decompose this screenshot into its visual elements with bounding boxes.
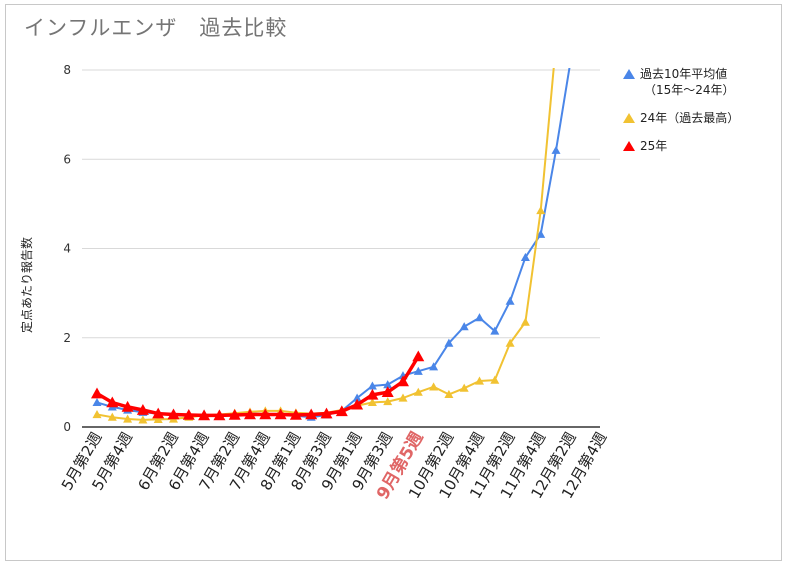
series-2-point	[91, 387, 103, 399]
legend-marker-25	[623, 141, 635, 151]
y-tick-label: 2	[63, 331, 71, 345]
series-2-point	[244, 408, 256, 420]
legend-item-24: 24年（過去最高）	[620, 110, 780, 126]
series-0-point	[551, 145, 561, 154]
series-1-point	[444, 389, 454, 399]
series-2-point	[335, 405, 348, 417]
y-tick-label: 0	[63, 420, 71, 434]
series-1-point	[536, 206, 546, 215]
series-2-point	[152, 407, 165, 419]
series-1-point	[505, 338, 515, 347]
y-tick-labels: 0 2 4 6 8	[63, 63, 71, 434]
series-2-point	[274, 408, 287, 420]
series-1-point	[92, 410, 102, 419]
series-1-point	[413, 387, 423, 396]
series-0-point	[367, 381, 377, 390]
series-1-point	[398, 393, 408, 402]
series-0-point	[92, 397, 102, 407]
legend: 過去10年平均値 （15年〜24年） 24年（過去最高） 25年	[620, 66, 780, 166]
series-1-point	[475, 376, 484, 385]
series-1-point	[490, 375, 500, 384]
y-tick-label: 6	[63, 152, 71, 166]
series-2-point	[198, 409, 211, 421]
x-tick-labels: 5月第2週5月第4週6月第2週6月第4週7月第2週7月第4週8月第1週8月第3週…	[58, 428, 611, 503]
series-2-point	[213, 409, 226, 421]
series-1-point	[107, 412, 117, 421]
series-2-point	[305, 408, 318, 420]
series-line-2	[96, 355, 420, 418]
legend-item-25: 25年	[620, 138, 780, 154]
series-2-point	[397, 375, 409, 387]
legend-label-avg: 過去10年平均値	[640, 67, 728, 81]
chart-title: インフルエンザ 過去比較	[24, 16, 288, 40]
series-2-point	[121, 400, 134, 412]
series-2-point	[351, 398, 364, 410]
series-0-point	[520, 252, 530, 262]
series-1-point	[552, 39, 561, 47]
series-0-point	[475, 313, 484, 322]
series-2-point	[259, 408, 272, 420]
series-layer	[91, 39, 576, 424]
series-1-point	[520, 317, 530, 326]
series-line-1	[96, 68, 555, 421]
series-1-point	[153, 414, 163, 424]
series-0-point	[567, 52, 576, 60]
series-1-point	[429, 382, 439, 391]
legend-label-25: 25年	[640, 139, 668, 153]
series-1-point	[123, 414, 133, 423]
series-2-point	[381, 386, 394, 397]
series-2-point	[412, 350, 425, 362]
chart-frame	[5, 4, 782, 561]
series-0-point	[444, 338, 454, 347]
legend-label-24: 24年（過去最高）	[640, 111, 740, 125]
series-0-point	[536, 229, 546, 238]
series-0-point	[383, 380, 393, 389]
series-2-point	[106, 396, 119, 408]
series-1-point	[138, 415, 148, 424]
y-tick-label: 4	[63, 242, 71, 256]
series-2-point	[182, 408, 195, 420]
series-1-point	[383, 397, 393, 406]
series-0-point	[490, 326, 500, 335]
legend-item-avg: 過去10年平均値 （15年〜24年）	[620, 66, 780, 98]
series-2-point	[289, 408, 302, 420]
y-tick-label: 8	[63, 63, 71, 77]
series-line-0	[96, 68, 571, 419]
series-2-point	[167, 408, 180, 420]
series-0-point	[413, 366, 423, 375]
series-2-point	[320, 407, 333, 419]
series-1-point	[367, 397, 377, 407]
legend-marker-24	[623, 113, 635, 123]
series-0-point	[352, 393, 362, 402]
series-1-point	[459, 383, 469, 392]
series-2-point	[366, 388, 379, 400]
series-2-point	[228, 408, 241, 420]
legend-sublabel-avg: （15年〜24年）	[644, 83, 735, 97]
series-0-point	[459, 322, 469, 331]
legend-marker-avg	[623, 69, 635, 79]
grid-lines	[82, 69, 600, 428]
series-2-point	[136, 404, 149, 415]
series-0-point	[429, 362, 439, 371]
series-0-point	[505, 296, 515, 305]
